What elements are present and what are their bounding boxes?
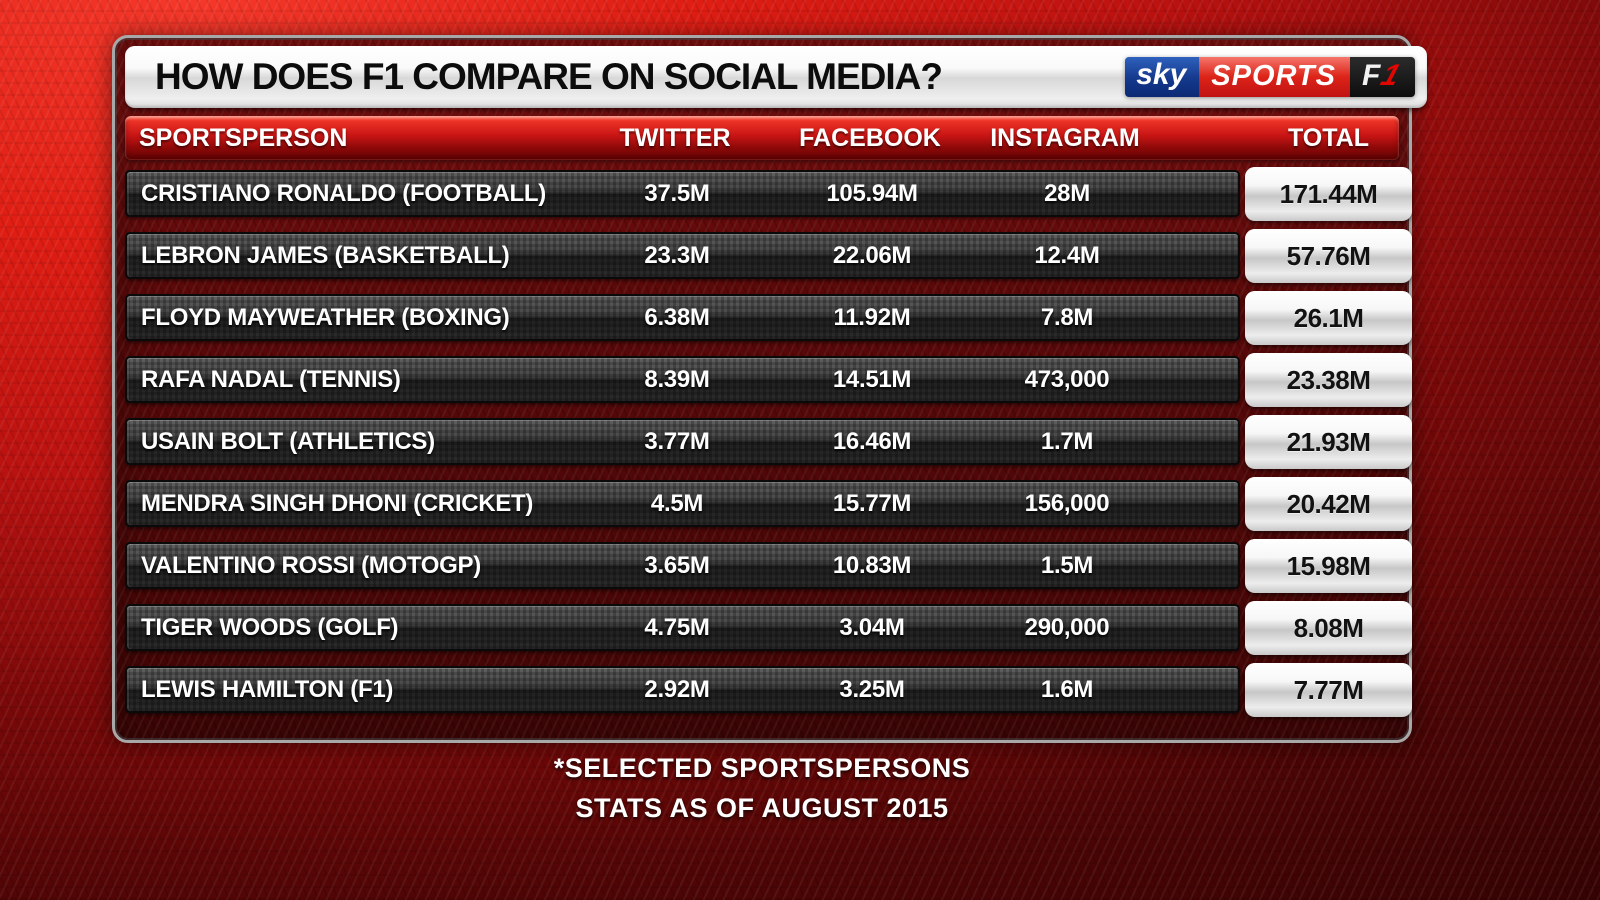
facebook-value: 3.04M — [839, 613, 905, 641]
facebook-value: 14.51M — [832, 365, 912, 393]
row-bar: MENDRA SINGH DHONI (CRICKET) 4.5M 15.77M… — [125, 480, 1240, 527]
twitter-value: 6.38M — [644, 303, 710, 331]
column-header-instagram: INSTAGRAM — [990, 123, 1140, 152]
facebook-value: 15.77M — [832, 489, 912, 517]
total-pill: 20.42M — [1245, 477, 1412, 531]
instagram-value: 1.5M — [1040, 551, 1094, 579]
column-header-total: TOTAL — [1287, 123, 1369, 152]
table-row: USAIN BOLT (ATHLETICS) 3.77M 16.46M 1.7M… — [125, 415, 1412, 469]
row-bar: FLOYD MAYWEATHER (BOXING) 6.38M 11.92M 7… — [125, 294, 1240, 341]
row-bar: USAIN BOLT (ATHLETICS) 3.77M 16.46M 1.7M — [125, 418, 1240, 465]
row-bar: RAFA NADAL (TENNIS) 8.39M 14.51M 473,000 — [125, 356, 1240, 403]
sportsperson-name: VALENTINO ROSSI (MOTOGP) — [141, 551, 481, 579]
instagram-value: 156,000 — [1024, 489, 1110, 517]
instagram-value: 28M — [1044, 179, 1090, 207]
sportsperson-name: TIGER WOODS (GOLF) — [141, 613, 399, 641]
facebook-value: 105.94M — [826, 179, 918, 207]
footnotes: *SELECTED SPORTSPERSONS STATS AS OF AUGU… — [112, 748, 1412, 828]
facebook-value: 3.25M — [839, 675, 905, 703]
table-row: TIGER WOODS (GOLF) 4.75M 3.04M 290,000 8… — [125, 601, 1412, 655]
instagram-value: 473,000 — [1024, 365, 1110, 393]
instagram-value: 290,000 — [1024, 613, 1110, 641]
column-header-sportsperson: SPORTSPERSON — [139, 123, 348, 152]
footnote-selected-sportspersons: *SELECTED SPORTSPERSONS — [553, 753, 971, 783]
footnote-stats-date: STATS AS OF AUGUST 2015 — [575, 793, 949, 823]
sportsperson-name: RAFA NADAL (TENNIS) — [141, 365, 401, 393]
table-row: CRISTIANO RONALDO (FOOTBALL) 37.5M 105.9… — [125, 167, 1412, 221]
table-row: FLOYD MAYWEATHER (BOXING) 6.38M 11.92M 7… — [125, 291, 1412, 345]
table-body: CRISTIANO RONALDO (FOOTBALL) 37.5M 105.9… — [125, 167, 1412, 717]
facebook-value: 16.46M — [832, 427, 912, 455]
facebook-value: 22.06M — [832, 241, 912, 269]
row-bar: TIGER WOODS (GOLF) 4.75M 3.04M 290,000 — [125, 604, 1240, 651]
sky-logo: sky — [1125, 57, 1200, 97]
table-row: LEWIS HAMILTON (F1) 2.92M 3.25M 1.6M 7.7… — [125, 663, 1412, 717]
sportsperson-name: LEBRON JAMES (BASKETBALL) — [141, 241, 510, 269]
sports-logo: SPORTS — [1199, 57, 1350, 97]
row-bar: LEWIS HAMILTON (F1) 2.92M 3.25M 1.6M — [125, 666, 1240, 713]
column-header-facebook: FACEBOOK — [799, 123, 941, 152]
total-pill: 171.44M — [1245, 167, 1412, 221]
total-pill: 15.98M — [1245, 539, 1412, 593]
total-pill: 21.93M — [1245, 415, 1412, 469]
table-row: VALENTINO ROSSI (MOTOGP) 3.65M 10.83M 1.… — [125, 539, 1412, 593]
twitter-value: 4.75M — [644, 613, 710, 641]
twitter-value: 4.5M — [650, 489, 704, 517]
f1-logo-numeral: 1 — [1377, 59, 1405, 92]
sportsperson-name: CRISTIANO RONALDO (FOOTBALL) — [141, 179, 546, 207]
page-title: HOW DOES F1 COMPARE ON SOCIAL MEDIA? — [155, 56, 943, 97]
instagram-value: 12.4M — [1034, 241, 1100, 269]
facebook-value: 10.83M — [832, 551, 912, 579]
sportsperson-name: LEWIS HAMILTON (F1) — [141, 675, 394, 703]
f1-logo-letter: F — [1361, 59, 1381, 92]
stats-panel: HOW DOES F1 COMPARE ON SOCIAL MEDIA? sky… — [112, 35, 1427, 743]
facebook-value: 11.92M — [833, 303, 911, 331]
title-bar: HOW DOES F1 COMPARE ON SOCIAL MEDIA? sky… — [125, 46, 1427, 108]
total-pill: 57.76M — [1245, 229, 1412, 283]
instagram-value: 1.7M — [1040, 427, 1094, 455]
twitter-value: 8.39M — [644, 365, 710, 393]
table-header-row: SPORTSPERSON TWITTER FACEBOOK INSTAGRAM … — [125, 116, 1399, 160]
instagram-value: 7.8M — [1040, 303, 1094, 331]
row-bar: CRISTIANO RONALDO (FOOTBALL) 37.5M 105.9… — [125, 170, 1240, 217]
sportsperson-name: MENDRA SINGH DHONI (CRICKET) — [141, 489, 534, 517]
total-pill: 7.77M — [1245, 663, 1412, 717]
twitter-value: 3.77M — [644, 427, 710, 455]
table-row: RAFA NADAL (TENNIS) 8.39M 14.51M 473,000… — [125, 353, 1412, 407]
twitter-value: 3.65M — [644, 551, 710, 579]
table-row: LEBRON JAMES (BASKETBALL) 23.3M 22.06M 1… — [125, 229, 1412, 283]
column-header-twitter: TWITTER — [619, 123, 731, 152]
table-row: MENDRA SINGH DHONI (CRICKET) 4.5M 15.77M… — [125, 477, 1412, 531]
twitter-value: 2.92M — [644, 675, 710, 703]
sportsperson-name: FLOYD MAYWEATHER (BOXING) — [141, 303, 510, 331]
sportsperson-name: USAIN BOLT (ATHLETICS) — [141, 427, 435, 455]
row-bar: LEBRON JAMES (BASKETBALL) 23.3M 22.06M 1… — [125, 232, 1240, 279]
twitter-value: 37.5M — [644, 179, 710, 207]
row-bar: VALENTINO ROSSI (MOTOGP) 3.65M 10.83M 1.… — [125, 542, 1240, 589]
twitter-value: 23.3M — [644, 241, 710, 269]
total-pill: 8.08M — [1245, 601, 1412, 655]
total-pill: 26.1M — [1245, 291, 1412, 345]
instagram-value: 1.6M — [1040, 675, 1094, 703]
total-pill: 23.38M — [1245, 353, 1412, 407]
